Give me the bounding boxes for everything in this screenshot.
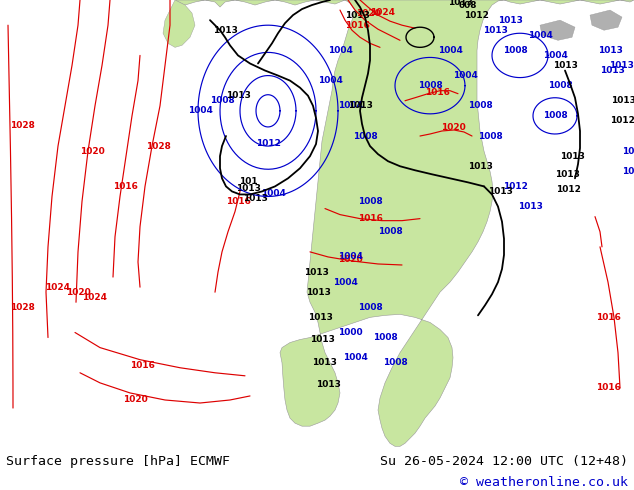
Text: 1016: 1016	[344, 21, 370, 30]
Text: 1020: 1020	[122, 395, 147, 404]
Text: 1008: 1008	[383, 358, 408, 367]
Text: 1013: 1013	[347, 101, 372, 110]
Text: 1016: 1016	[595, 383, 621, 392]
Text: 1013: 1013	[243, 194, 268, 203]
Text: 1013: 1013	[560, 152, 585, 161]
Text: 1024: 1024	[370, 7, 396, 17]
Text: 1004: 1004	[318, 76, 342, 85]
Text: 1024: 1024	[82, 293, 108, 302]
Text: 1008: 1008	[468, 101, 493, 110]
Text: 1013: 1013	[598, 46, 623, 55]
Text: 1013: 1013	[236, 184, 261, 193]
Text: 1008: 1008	[358, 303, 382, 312]
Text: 10: 10	[621, 167, 634, 176]
Text: 1013: 1013	[611, 96, 634, 105]
Text: 1013: 1013	[307, 313, 332, 322]
Text: 1020: 1020	[356, 9, 380, 18]
Text: 1008: 1008	[378, 227, 403, 236]
Text: 1013: 1013	[517, 202, 543, 211]
Text: 1013: 1013	[309, 335, 335, 344]
Text: 1012: 1012	[503, 182, 527, 191]
Text: Surface pressure [hPa] ECMWF: Surface pressure [hPa] ECMWF	[6, 455, 230, 468]
Text: 1004: 1004	[543, 51, 567, 60]
Text: 1008: 1008	[358, 197, 382, 206]
Text: 1008: 1008	[210, 96, 235, 105]
Text: 1004: 1004	[261, 189, 285, 198]
Text: 1004: 1004	[328, 46, 353, 55]
Text: 1004: 1004	[188, 106, 212, 115]
Text: 1004: 1004	[437, 46, 462, 55]
Text: 1020: 1020	[338, 255, 363, 265]
Text: 1013: 1013	[311, 358, 337, 367]
Text: 1013: 1013	[555, 170, 579, 179]
Text: 1008: 1008	[477, 131, 502, 141]
Text: 1008: 1008	[418, 81, 443, 90]
Text: 1013: 1013	[448, 0, 472, 6]
Text: 1013: 1013	[306, 288, 330, 296]
Text: 1016: 1016	[425, 88, 450, 97]
Text: 1028: 1028	[10, 303, 34, 312]
Text: 1004: 1004	[337, 252, 363, 262]
Text: 1013: 1013	[553, 61, 578, 70]
Text: 1004: 1004	[453, 71, 477, 80]
Text: 1004: 1004	[333, 278, 358, 287]
Text: 1016: 1016	[113, 182, 138, 191]
Text: 1016: 1016	[226, 197, 250, 206]
Text: 1004: 1004	[342, 353, 368, 362]
Text: 10: 10	[621, 147, 634, 156]
Text: 1012: 1012	[555, 185, 581, 194]
Polygon shape	[175, 0, 634, 446]
Text: 1008: 1008	[353, 131, 377, 141]
Text: 1008: 1008	[503, 46, 527, 55]
Text: 1012: 1012	[256, 139, 280, 147]
Text: 1012: 1012	[609, 117, 634, 125]
Text: 1016: 1016	[595, 313, 621, 322]
Text: 1004: 1004	[337, 101, 363, 110]
Text: 1013: 1013	[212, 26, 238, 35]
Text: 1004: 1004	[527, 31, 552, 40]
Text: 1013: 1013	[467, 162, 493, 171]
Text: 1008: 1008	[548, 81, 573, 90]
Text: 1020: 1020	[66, 288, 91, 296]
Text: 1013: 1013	[498, 16, 522, 24]
Polygon shape	[590, 10, 622, 30]
Text: 1013: 1013	[600, 66, 624, 75]
Text: 1008: 1008	[373, 333, 398, 342]
Text: 1013: 1013	[226, 91, 250, 100]
Text: 1016: 1016	[358, 214, 382, 223]
Text: Su 26-05-2024 12:00 UTC (12+48): Su 26-05-2024 12:00 UTC (12+48)	[380, 455, 628, 468]
Text: © weatheronline.co.uk: © weatheronline.co.uk	[460, 476, 628, 489]
Text: 1013: 1013	[488, 187, 512, 196]
Text: 1024: 1024	[46, 283, 70, 292]
Text: 1008: 1008	[543, 111, 567, 121]
Text: 1013: 1013	[316, 380, 340, 390]
Text: 1028: 1028	[10, 122, 34, 130]
Text: 1013: 1013	[609, 61, 634, 70]
Text: 1000: 1000	[338, 328, 362, 337]
Text: 1013: 1013	[482, 26, 507, 35]
Text: 1013: 1013	[304, 268, 328, 276]
Text: 1013: 1013	[344, 11, 370, 20]
Text: 1012: 1012	[463, 11, 488, 20]
Polygon shape	[540, 20, 575, 40]
Text: 1016: 1016	[129, 361, 155, 370]
Polygon shape	[163, 0, 195, 48]
Text: 1020: 1020	[80, 147, 105, 156]
Text: 1020: 1020	[441, 123, 465, 132]
Text: 008: 008	[459, 0, 477, 9]
Text: 101: 101	[238, 177, 257, 186]
Text: 1028: 1028	[146, 142, 171, 150]
